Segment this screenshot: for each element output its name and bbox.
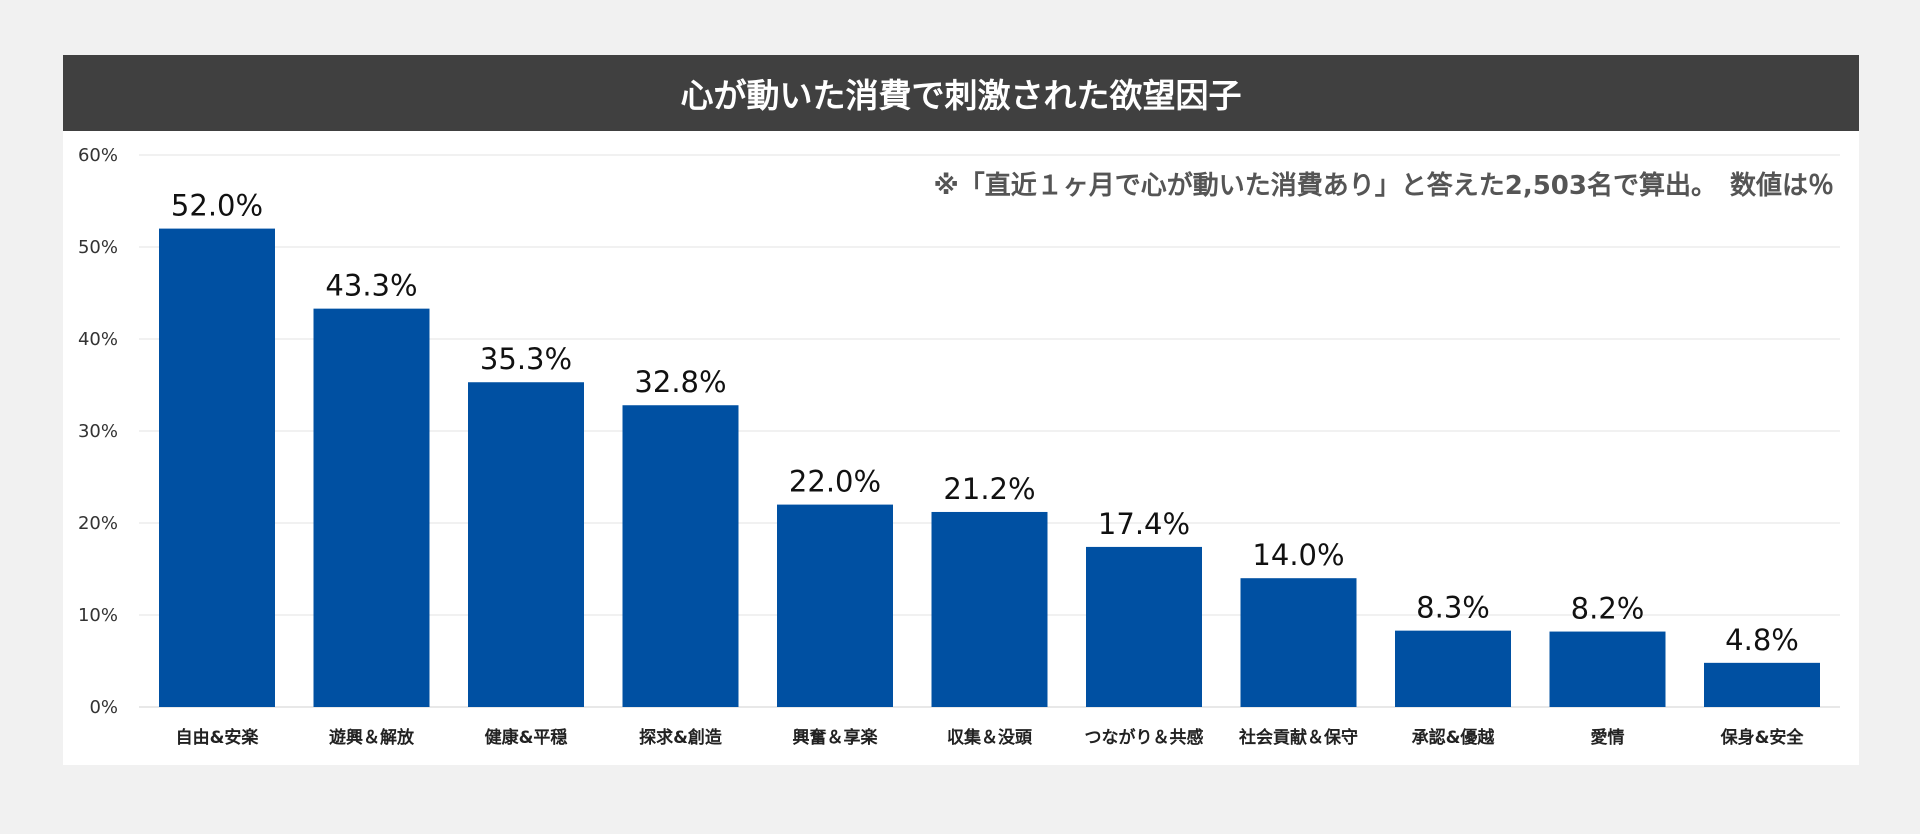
y-tick-label: 0% — [89, 697, 118, 718]
x-tick-label: 社会貢献＆保守 — [1238, 727, 1358, 748]
y-tick-label: 40% — [78, 329, 118, 350]
bar — [1086, 546, 1202, 707]
y-tick-label: 50% — [78, 237, 118, 258]
bar — [1240, 578, 1357, 707]
x-tick-label: 愛情 — [1591, 727, 1625, 748]
x-tick-label: つながり＆共感 — [1085, 727, 1204, 748]
data-label: 32.8% — [634, 365, 726, 399]
x-tick-label: 保身&安全 — [1720, 727, 1805, 748]
data-label: 8.2% — [1571, 592, 1645, 626]
data-label: 17.4% — [1098, 507, 1190, 541]
bar — [931, 511, 1048, 707]
x-tick-label: 収集＆没頭 — [947, 727, 1033, 748]
bar — [159, 228, 275, 707]
bar — [622, 405, 739, 707]
data-label: 14.0% — [1252, 538, 1344, 572]
y-tick-label: 10% — [78, 605, 118, 626]
x-tick-label: 健康&平穏 — [485, 727, 568, 748]
data-label: 35.3% — [480, 342, 572, 376]
data-label: 22.0% — [789, 465, 881, 499]
bar — [1704, 662, 1820, 707]
chart-note: ※「直近１ヶ月で心が動いた消費あり」と答えた2,503名で算出。 数値は％ — [933, 171, 1834, 201]
x-tick-label: 探求&創造 — [639, 727, 723, 748]
x-tick-label: 遊興＆解放 — [329, 727, 415, 748]
x-tick-label: 承認&優越 — [1412, 727, 1496, 748]
chart-title: 心が動いた消費で刺激された欲望因子 — [63, 55, 1859, 131]
y-tick-label: 60% — [78, 145, 118, 166]
y-tick-label: 20% — [78, 513, 118, 534]
x-tick-label: 自由&安楽 — [176, 727, 260, 748]
bar — [777, 504, 893, 707]
data-label: 8.3% — [1416, 591, 1490, 625]
x-tick-label: 興奮＆享楽 — [793, 727, 879, 748]
data-label: 4.8% — [1725, 623, 1799, 657]
data-label: 52.0% — [171, 189, 263, 223]
data-label: 43.3% — [325, 269, 417, 303]
y-tick-label: 30% — [78, 421, 118, 442]
bar — [468, 382, 584, 707]
bar — [313, 308, 430, 707]
bar-chart: 0% 10% 20% 30% 40% 50% 60% 52.0% 自由&安楽 43.3% 遊興＆解放… — [78, 145, 1840, 748]
bar — [1549, 631, 1666, 707]
data-label: 21.2% — [943, 472, 1035, 506]
chart-panel: 心が動いた消費で刺激された欲望因子 ※「直近１ヶ月で心が動いた消費あり」と答えた… — [63, 55, 1859, 765]
bar — [1395, 630, 1511, 707]
